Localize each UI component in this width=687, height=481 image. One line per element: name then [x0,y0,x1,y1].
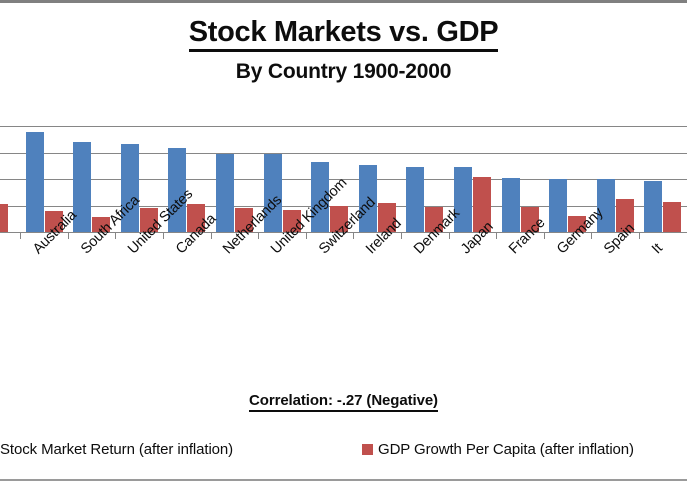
bar-stock-return [406,167,425,232]
plot-area [0,116,687,239]
bar-stock-return [263,154,282,232]
bar-gdp-growth [568,216,587,232]
bar-gdp-growth [44,210,63,232]
bar-stock-return [73,142,92,232]
legend-item-gdp-growth[interactable]: GDP Growth Per Capita (after inflation) [362,438,634,460]
bar-stock-return [501,177,520,232]
axis-tick [163,233,164,239]
bar-gdp-growth [282,209,301,232]
correlation-note: Correlation: -.27 (Negative) [0,392,687,412]
bar-stock-return-clipped-right [644,180,663,232]
bar-stock-return [358,164,377,232]
bar-gdp-growth [472,176,491,232]
bar-stock-return [215,154,234,232]
axis-tick [20,233,22,239]
bar-gdp-growth [520,206,539,232]
title-block: Stock Markets vs. GDP By Country 1900-20… [0,16,687,84]
bar-gdp-growth-clipped-right [663,201,682,232]
bar-stock-return [596,179,615,232]
bar-stock-return [453,167,472,232]
bar-gdp-growth [377,202,396,232]
gridline [0,126,687,128]
legend-label-stock-market-return: Stock Market Return (after inflation) [0,440,234,458]
bar-stock-return [120,143,139,232]
axis-tick [401,233,402,239]
gridline [0,179,687,181]
bar-gdp-growth [330,205,349,232]
chart-title: Stock Markets vs. GDP [188,16,499,53]
axis-tick [496,233,498,239]
axis-tick [67,233,69,239]
axis-tick [210,233,212,239]
category-labels: Australia South Africa United States Canada… [0,175,687,350]
bottom-frame-border [0,479,687,481]
bar-stock-return [549,179,568,232]
bar-stock-return [168,147,187,232]
bar-gdp-growth [187,204,206,232]
category-axis-line [0,232,687,233]
axis-tick [305,233,307,239]
top-frame-border [0,0,687,3]
axis-tick [591,233,593,239]
legend-item-stock-market-return[interactable]: Stock Market Return (after inflation) [0,438,233,460]
chart-legend: Stock Market Return (after inflation) GD… [0,438,687,464]
axis-tick [115,233,117,239]
legend-swatch-red-icon [362,443,373,455]
bar-gdp-growth [234,208,253,232]
axis-tick [543,233,545,239]
gridline [0,152,687,154]
category-label-clipped-right: It [648,240,666,258]
correlation-text: Correlation: -.27 (Negative) [249,392,438,412]
chart-subtitle: By Country 1900-2000 [235,60,452,84]
bar-gdp-clipped-left [0,204,8,232]
bar-gdp-growth [425,206,444,232]
legend-label-gdp-growth: GDP Growth Per Capita (after inflation) [378,440,634,458]
bar-gdp-growth [615,199,634,232]
axis-tick [448,233,450,239]
axis-tick [353,233,355,239]
axis-tick [258,233,260,239]
bar-stock-return [311,162,330,232]
bar-stock-return [25,131,44,232]
axis-tick [639,233,640,239]
bar-gdp-growth [92,217,111,232]
bar-gdp-growth [139,208,158,232]
